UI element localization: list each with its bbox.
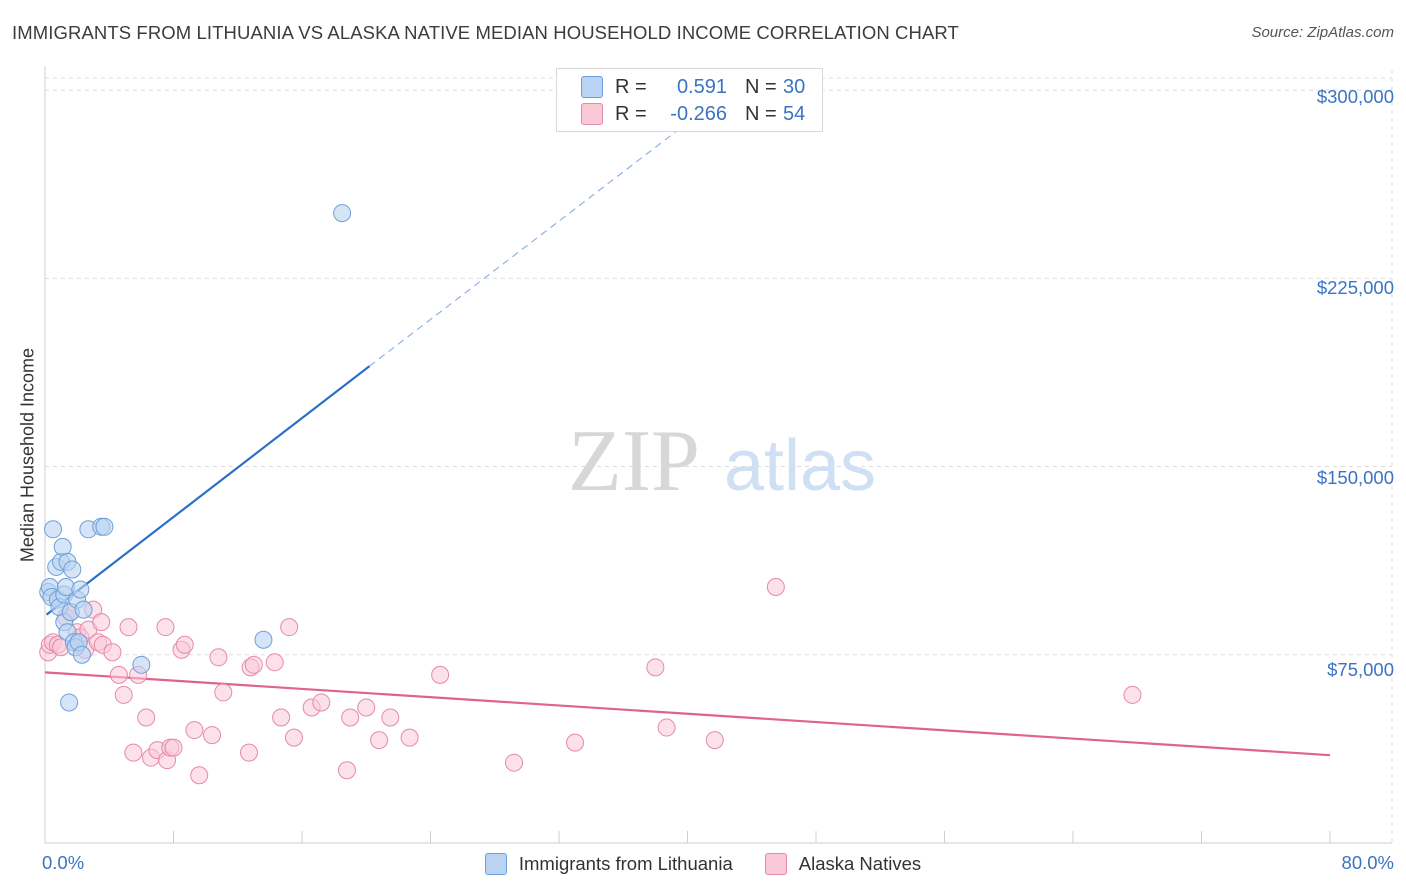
data-point [337, 761, 356, 780]
data-point [175, 635, 194, 654]
data-point [357, 698, 376, 717]
data-point [766, 578, 785, 597]
legend-label: Alaska Natives [798, 853, 922, 874]
data-point [209, 648, 228, 667]
chart-title: IMMIGRANTS FROM LITHUANIA VS ALASKA NATI… [12, 22, 959, 43]
data-point [254, 630, 273, 649]
data-point [74, 600, 93, 619]
data-point [341, 708, 360, 727]
data-point [431, 665, 450, 684]
series-legend: Immigrants from Lithuania Alaska Natives [0, 851, 1406, 877]
y-tick-label: $75,000 [1327, 659, 1394, 680]
data-point [44, 520, 63, 539]
data-point [244, 655, 263, 674]
data-point [124, 743, 143, 762]
watermark-zip: ZIP [568, 413, 700, 510]
data-point [657, 718, 676, 737]
data-point [164, 738, 183, 757]
data-point [1123, 685, 1142, 704]
r-label: R = [615, 75, 647, 98]
data-point [156, 618, 175, 637]
x-tick-label: 80.0% [1341, 852, 1394, 873]
data-point [190, 766, 209, 785]
data-point [646, 658, 665, 677]
data-point [284, 728, 303, 747]
data-point [114, 685, 133, 704]
data-point [72, 645, 91, 664]
data-point [95, 517, 114, 536]
data-point [60, 693, 79, 712]
n-value: 54 [783, 102, 806, 125]
y-tick-label: $300,000 [1316, 86, 1394, 107]
data-point [119, 618, 138, 637]
alaska-natives-trend [44, 671, 1331, 757]
y-tick-label: $150,000 [1316, 467, 1394, 488]
correlation-legend: R = 0.591 N = 30 R = -0.266 N = 54 [556, 68, 823, 132]
y-axis-label: Median Household Income [17, 347, 38, 563]
legend-item-lithuania: Immigrants from Lithuania [484, 853, 733, 875]
y-tick-label: $225,000 [1316, 277, 1394, 298]
axes [44, 66, 1392, 844]
r-label: R = [615, 102, 647, 125]
data-point [63, 560, 82, 579]
r-value: -0.266 [670, 102, 727, 125]
alaska-natives-points [39, 578, 1142, 785]
data-point [312, 693, 331, 712]
data-point [137, 708, 156, 727]
n-label: N = [745, 102, 777, 125]
legend-label: Immigrants from Lithuania [518, 853, 733, 874]
legend-item-alaska: Alaska Natives [764, 853, 922, 875]
data-point [381, 708, 400, 727]
data-point [333, 204, 352, 223]
data-point [400, 728, 419, 747]
source-label: Source: ZipAtlas.com [1251, 24, 1394, 41]
legend-row-alaska: R = -0.266 N = 54 [581, 102, 805, 126]
data-point [265, 653, 284, 672]
data-point [185, 721, 204, 740]
data-point [92, 613, 111, 632]
trend-line [44, 671, 1331, 757]
lithuania-trend [45, 122, 688, 616]
grid-lines [45, 70, 1393, 843]
pink-swatch [764, 853, 787, 875]
data-point [214, 683, 233, 702]
data-point [272, 708, 291, 727]
r-value: 0.591 [676, 75, 727, 98]
data-point [280, 618, 299, 637]
data-point [370, 731, 389, 750]
n-label: N = [745, 75, 777, 98]
lithuania-points [39, 204, 352, 712]
data-point [203, 726, 222, 745]
trend-line-solid [45, 365, 371, 616]
pink-swatch [581, 103, 603, 125]
data-point [705, 731, 724, 750]
x-tick-label: 0.0% [42, 852, 85, 873]
data-point [132, 655, 151, 674]
trend-line-dashed [369, 122, 688, 367]
data-point [505, 753, 524, 772]
n-value: 30 [783, 75, 806, 98]
data-point [71, 580, 90, 599]
watermark-atlas: atlas [724, 426, 876, 506]
data-point [566, 733, 585, 752]
data-point [239, 743, 258, 762]
legend-row-lithuania: R = 0.591 N = 30 [581, 75, 805, 99]
data-point [109, 665, 128, 684]
blue-swatch [581, 76, 603, 98]
blue-swatch [484, 853, 507, 875]
data-point [103, 643, 122, 662]
data-point [53, 537, 72, 556]
